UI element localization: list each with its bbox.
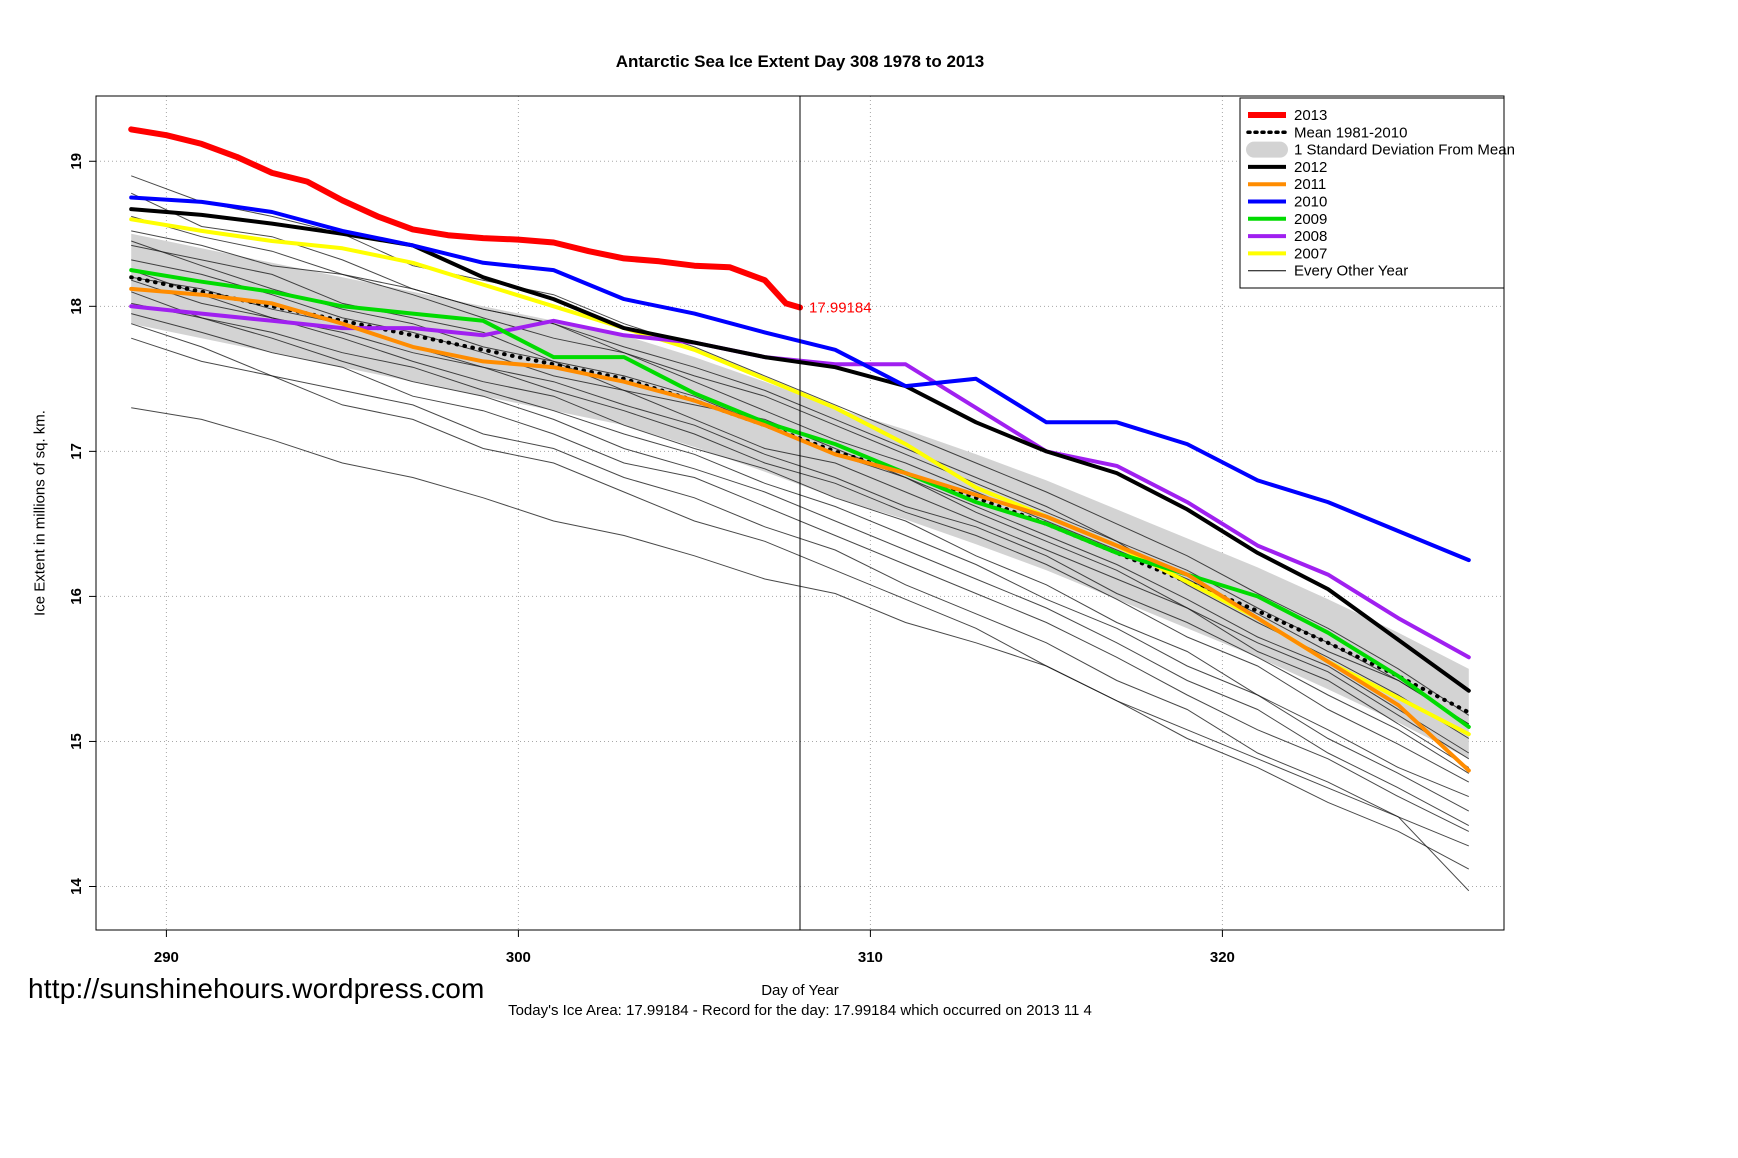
legend-label: 2013 (1294, 107, 1327, 124)
legend-label: 2009 (1294, 211, 1327, 228)
x-tick-label: 320 (1210, 949, 1235, 966)
y-tick-label: 18 (68, 298, 85, 315)
x-axis-label: Day of Year (761, 982, 839, 999)
y-tick-label: 17 (68, 443, 85, 460)
footer-caption: Today's Ice Area: 17.99184 - Record for … (508, 1002, 1092, 1019)
legend-label: 2012 (1294, 159, 1327, 176)
y-tick-label: 16 (68, 588, 85, 605)
y-tick-label: 19 (68, 153, 85, 170)
legend-label: 2011 (1294, 176, 1326, 193)
x-tick-label: 310 (858, 949, 883, 966)
legend-label: 2007 (1294, 245, 1327, 262)
legend-label: 1 Standard Deviation From Mean (1294, 142, 1515, 159)
legend-swatch-band (1246, 141, 1288, 158)
website-url-link[interactable]: http://sunshinehours.wordpress.com (28, 973, 485, 1004)
legend-label: 2010 (1294, 194, 1327, 211)
std-dev-band (131, 233, 1469, 759)
x-tick-label: 300 (506, 949, 531, 966)
x-tick-label: 290 (154, 949, 179, 966)
legend-label: 2008 (1294, 228, 1327, 245)
y-tick-label: 14 (68, 877, 85, 894)
y-axis-label: Ice Extent in millions of sq. km. (31, 410, 49, 616)
series-line-2013 (128, 126, 803, 311)
legend-label: Mean 1981-2010 (1294, 124, 1407, 141)
current-value-annotation: 17.99184 (809, 299, 872, 316)
chart-title: Antarctic Sea Ice Extent Day 308 1978 to… (615, 52, 985, 71)
legend-label: Every Other Year (1294, 263, 1408, 280)
y-tick-label: 15 (68, 733, 85, 750)
legend-box (1239, 97, 1505, 289)
plot-border (95, 95, 1505, 931)
